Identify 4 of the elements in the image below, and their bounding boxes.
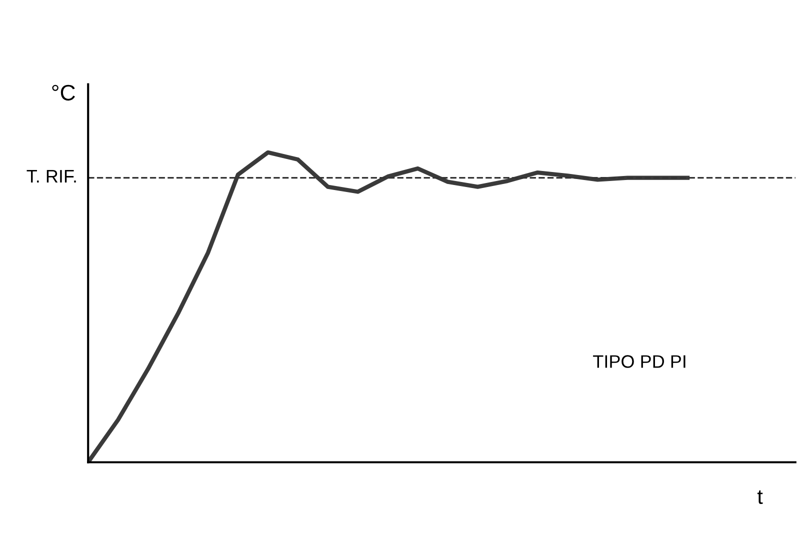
annotation: TIPO PD PI bbox=[593, 355, 686, 368]
x-axis-title: t bbox=[757, 490, 763, 504]
ref-line-label: T. RIF. bbox=[26, 170, 76, 182]
y-axis-title: °C bbox=[52, 84, 75, 101]
